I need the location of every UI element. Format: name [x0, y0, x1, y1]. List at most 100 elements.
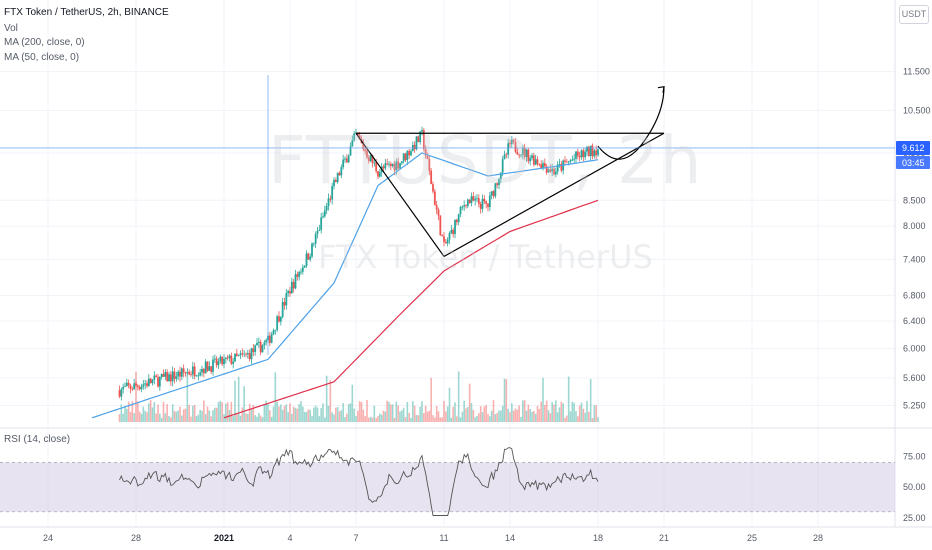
volume-bar: [269, 410, 271, 422]
candle-body: [597, 149, 599, 156]
candle-body: [364, 149, 367, 152]
volume-bar: [237, 376, 240, 422]
candle-body: [584, 151, 587, 158]
legend-rsi[interactable]: RSI (14, close): [4, 434, 71, 445]
time-axis[interactable]: 24 28 2021 4 7 11 14 18 21 25 28: [43, 533, 823, 543]
volume-bar: [155, 413, 157, 422]
candle-body: [433, 191, 436, 206]
volume-bar: [505, 379, 508, 422]
candle-body: [323, 210, 326, 217]
candle-body: [281, 302, 284, 317]
candle-body: [129, 385, 132, 389]
volume-bar: [131, 401, 134, 422]
candle-body: [397, 161, 400, 169]
volume-bar: [567, 376, 570, 422]
volume-bar: [267, 403, 269, 422]
candle-body: [540, 164, 543, 169]
volume-bar: [496, 412, 498, 422]
candle-body: [252, 348, 255, 352]
candle-body: [477, 198, 480, 204]
candle-body: [545, 166, 548, 173]
candle-body: [487, 203, 489, 207]
volume-bar: [351, 384, 354, 422]
chart-title[interactable]: FTX Token / TetherUS, 2h, BINANCE: [4, 7, 169, 18]
candle-body: [444, 242, 447, 244]
time-tick-label: 18: [593, 533, 603, 543]
volume-bar: [292, 406, 295, 422]
candle-body: [466, 199, 469, 207]
candle-body: [122, 386, 125, 390]
volume-bar: [375, 417, 377, 422]
candle-body: [512, 139, 515, 142]
candle-body: [166, 372, 169, 382]
volume-bar: [344, 417, 346, 422]
candle-body: [333, 179, 335, 187]
rsi-line: [119, 447, 599, 516]
triangle-pattern-drawing[interactable]: [355, 85, 665, 257]
legend-volume[interactable]: Vol: [4, 23, 18, 34]
candle-body: [358, 135, 361, 140]
volume-bar: [302, 406, 304, 422]
candle-body: [452, 229, 455, 235]
price-axis[interactable]: 11.50010.5009.5008.5008.0007.4006.8006.4…: [896, 67, 931, 523]
legend-ma200[interactable]: MA (200, close, 0): [4, 37, 85, 48]
time-tick-label: 11: [439, 533, 448, 543]
candle-body: [377, 171, 379, 177]
candle-body: [498, 179, 500, 185]
volume-bar: [358, 401, 361, 422]
volume-bar: [490, 410, 493, 422]
candle-body: [408, 151, 411, 156]
candlestick-series: [118, 126, 599, 401]
candle-body: [245, 353, 247, 355]
rsi-tick-label: 50.00: [903, 482, 926, 492]
volume-bar: [256, 416, 258, 422]
volume-bar: [428, 410, 431, 422]
volume-bar: [498, 410, 500, 422]
volume-bar: [454, 402, 456, 422]
volume-bar: [338, 411, 341, 422]
candle-body: [474, 198, 477, 201]
candle-body: [521, 147, 524, 155]
candle-body: [230, 355, 233, 364]
volume-bar: [369, 416, 372, 422]
volume-bar: [588, 411, 590, 422]
price-tick-label: 10.500: [903, 105, 931, 115]
candle-body: [509, 143, 511, 145]
volume-bar: [133, 413, 135, 422]
candle-body: [164, 372, 167, 377]
volume-bar: [223, 414, 225, 422]
volume-bar: [181, 415, 183, 422]
volume-bar: [575, 411, 577, 422]
volume-bar: [138, 411, 141, 422]
volume-bar: [204, 414, 207, 422]
candle-body: [208, 366, 211, 371]
candle-body: [503, 154, 506, 160]
volume-bar: [578, 405, 581, 422]
volume-bar: [512, 410, 515, 422]
volume-bar: [481, 412, 484, 422]
ma50-line: [91, 152, 599, 419]
candle-body: [327, 198, 330, 207]
rsi-tick-label: 25.00: [903, 513, 926, 523]
candle-body: [410, 151, 412, 156]
currency-label[interactable]: USDT: [899, 5, 929, 24]
candle-body: [351, 140, 354, 147]
candle-body: [338, 172, 341, 176]
volume-bar: [445, 411, 447, 422]
volume-bar: [360, 401, 363, 422]
volume-bar: [364, 416, 366, 422]
candle-body: [419, 131, 422, 143]
legend-ma50[interactable]: MA (50, close, 0): [4, 52, 80, 63]
candle-body: [516, 151, 519, 155]
volume-bar: [236, 414, 238, 422]
candle-body: [168, 374, 170, 382]
price-tick-label: 5.600: [903, 373, 926, 383]
candle-body: [246, 353, 249, 355]
candle-body: [389, 163, 392, 167]
candle-body: [384, 163, 387, 169]
volume-bar: [569, 411, 572, 422]
candle-body: [149, 378, 152, 384]
volume-bar: [170, 417, 172, 422]
volume-bars: [118, 371, 599, 422]
